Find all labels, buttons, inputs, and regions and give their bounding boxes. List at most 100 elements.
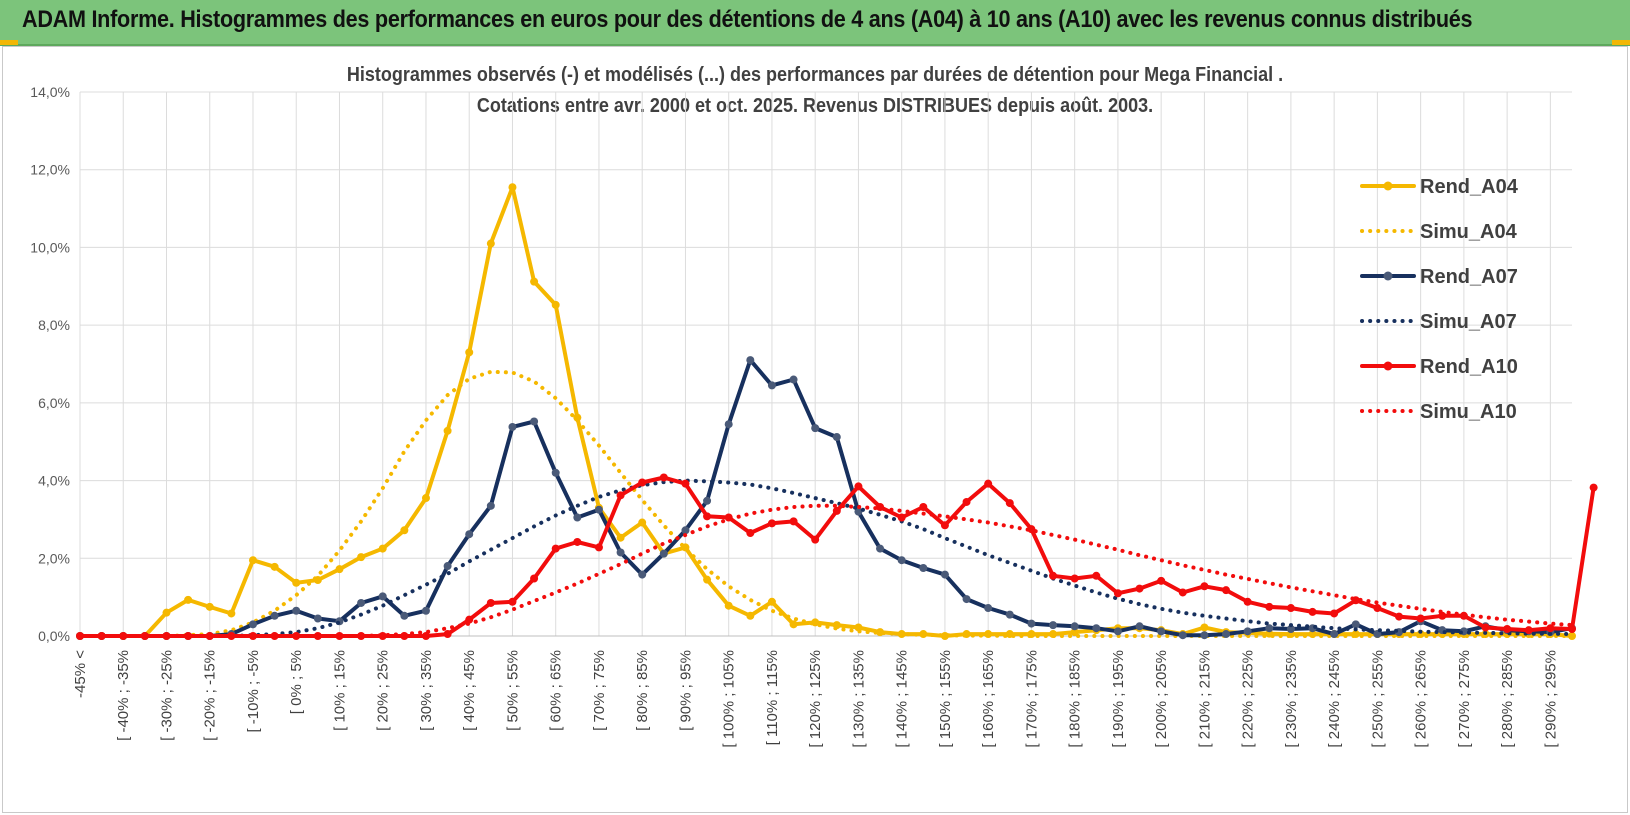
legend-label: Simu_A10 xyxy=(1420,401,1517,423)
x-tick-label: [ 80% ; 85% xyxy=(634,650,651,731)
data-point xyxy=(746,611,755,620)
data-point xyxy=(1243,627,1252,636)
data-point xyxy=(270,562,279,571)
y-tick-label: 0,0% xyxy=(38,628,70,644)
data-point xyxy=(789,517,798,526)
x-tick-label: [ 190% ; 195% xyxy=(1110,650,1127,748)
data-point xyxy=(292,632,301,640)
y-tick-label: 4,0% xyxy=(38,473,70,489)
data-point xyxy=(227,632,236,640)
series-simu-a10 xyxy=(78,503,1574,638)
data-point xyxy=(573,537,582,546)
data-point xyxy=(421,494,430,503)
data-point xyxy=(1178,631,1187,640)
x-tick-label: [ 110% ; 115% xyxy=(764,650,781,745)
data-point xyxy=(486,501,495,510)
data-point xyxy=(832,433,841,442)
data-point xyxy=(789,375,798,384)
data-point xyxy=(1481,623,1490,632)
x-tick-label: [ 140% ; 145% xyxy=(894,650,911,748)
data-point xyxy=(378,544,387,553)
data-point xyxy=(594,505,603,514)
x-tick-label: [ 130% ; 135% xyxy=(850,650,867,748)
x-tick-label: [ 90% ; 95% xyxy=(677,650,694,731)
data-point xyxy=(292,606,301,615)
data-point xyxy=(248,632,257,640)
y-tick-label: 8,0% xyxy=(38,317,70,333)
data-point xyxy=(1351,620,1360,629)
data-point xyxy=(162,608,171,617)
data-point xyxy=(443,630,452,639)
data-point xyxy=(400,611,409,620)
data-point xyxy=(551,544,560,553)
data-point xyxy=(508,183,517,192)
data-point xyxy=(1005,610,1014,619)
x-tick-label: -45% < xyxy=(72,650,89,698)
chart-frame xyxy=(2,46,1628,813)
data-point xyxy=(1265,602,1274,611)
data-point xyxy=(184,632,193,640)
data-point xyxy=(1027,525,1036,534)
x-tick-label: [ 170% ; 175% xyxy=(1023,650,1040,748)
legend-label: Simu_A07 xyxy=(1420,311,1517,333)
data-point xyxy=(313,632,322,640)
data-point xyxy=(573,513,582,522)
x-tick-label: [ 70% ; 75% xyxy=(591,650,608,731)
data-point xyxy=(984,479,993,488)
data-point xyxy=(724,420,733,429)
data-point xyxy=(854,482,863,491)
data-point xyxy=(1568,632,1576,640)
legend-label: Rend_A04 xyxy=(1420,176,1519,198)
data-point xyxy=(1286,604,1295,613)
data-point xyxy=(940,521,949,530)
data-point xyxy=(1200,623,1209,632)
x-tick-label: [ 250% ; 255% xyxy=(1369,650,1386,748)
data-point xyxy=(357,598,366,607)
data-point xyxy=(378,592,387,601)
x-tick-label: [ 270% ; 275% xyxy=(1456,650,1473,748)
data-point xyxy=(767,381,776,390)
data-point xyxy=(1416,614,1425,623)
data-point xyxy=(1070,628,1079,637)
x-tick-label: [ 220% ; 225% xyxy=(1240,650,1257,748)
data-point xyxy=(1178,588,1187,597)
data-point xyxy=(248,620,257,629)
data-point xyxy=(530,417,539,426)
data-point xyxy=(659,549,668,558)
data-point xyxy=(919,564,928,572)
data-point xyxy=(1157,627,1166,636)
data-point xyxy=(616,548,625,557)
data-point xyxy=(508,597,517,606)
x-tick-label: [ 30% ; 35% xyxy=(418,650,435,731)
data-point xyxy=(1438,611,1447,620)
data-point xyxy=(97,632,106,640)
data-point xyxy=(530,277,539,286)
x-tick-label: [ 0% ; 5% xyxy=(288,650,305,714)
x-tick-label: [ 50% ; 55% xyxy=(504,650,521,731)
data-point xyxy=(789,620,798,629)
data-point xyxy=(1308,607,1317,616)
data-point xyxy=(1049,571,1058,580)
data-point xyxy=(486,239,495,248)
data-point xyxy=(659,473,668,482)
data-point xyxy=(205,602,214,611)
data-point xyxy=(1200,631,1209,640)
y-tick-label: 6,0% xyxy=(38,395,70,411)
data-point xyxy=(1070,622,1079,631)
y-tick-label: 14,0% xyxy=(30,84,70,100)
data-point xyxy=(1524,626,1533,635)
legend-marker xyxy=(1383,181,1393,191)
data-point xyxy=(638,518,647,527)
data-point xyxy=(551,300,560,309)
x-tick-label: [ 10% ; 15% xyxy=(331,650,348,731)
data-point xyxy=(508,422,517,431)
data-point xyxy=(854,623,863,632)
banner-accent-left xyxy=(0,40,18,45)
data-point xyxy=(876,544,885,553)
data-point xyxy=(984,604,993,613)
data-point xyxy=(400,526,409,535)
legend-label: Rend_A07 xyxy=(1420,266,1518,288)
data-point xyxy=(1286,625,1295,634)
data-point xyxy=(227,609,236,618)
